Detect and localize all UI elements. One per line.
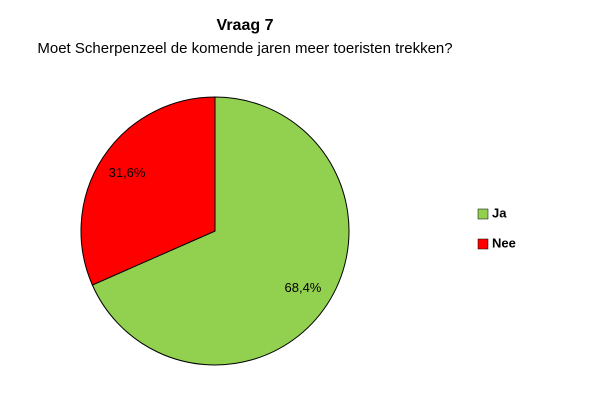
pie-slice [91, 96, 350, 366]
chart-subtitle: Moet Scherpenzeel de komende jaren meer … [37, 40, 452, 57]
data-label: 68,4% [285, 280, 322, 295]
legend-swatch [477, 208, 489, 220]
data-label: 31,6% [109, 165, 146, 180]
legend-label: Ja [492, 205, 507, 220]
legend-swatch [477, 238, 489, 250]
legend-label: Nee [492, 235, 516, 250]
chart-title: Vraag 7 [217, 17, 274, 34]
pie-slice [80, 96, 216, 286]
